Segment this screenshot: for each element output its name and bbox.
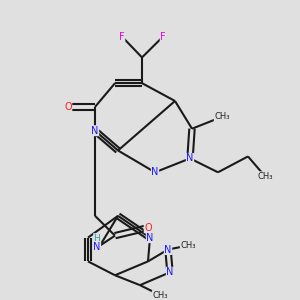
Text: F: F [160, 32, 166, 42]
Text: N: N [164, 244, 172, 254]
Text: CH₃: CH₃ [214, 112, 230, 121]
Text: CH₃: CH₃ [257, 172, 273, 181]
Text: N: N [166, 267, 174, 277]
Text: O: O [64, 102, 72, 112]
Text: CH₃: CH₃ [152, 291, 168, 300]
Text: CH₃: CH₃ [180, 241, 196, 250]
Text: F: F [119, 32, 125, 42]
Text: O: O [144, 223, 152, 233]
Text: N: N [151, 167, 159, 177]
Text: N: N [146, 232, 154, 243]
Text: H: H [94, 234, 100, 243]
Text: N: N [186, 153, 194, 164]
Text: N: N [91, 126, 99, 136]
Text: N: N [93, 242, 101, 252]
